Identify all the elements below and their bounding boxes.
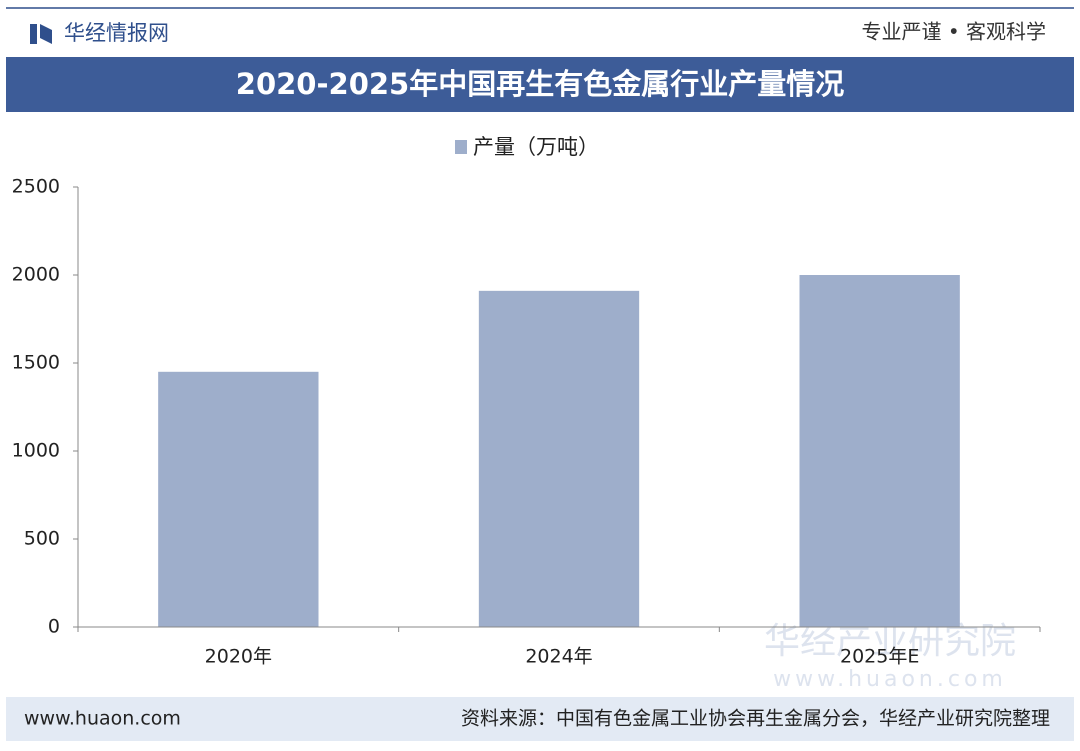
- title-bar: [6, 57, 1074, 112]
- footer-bar: [6, 697, 1074, 741]
- slogan: 专业严谨 • 客观科学: [861, 20, 1046, 44]
- x-tick-label: 2025年E: [840, 646, 919, 668]
- y-tick-label: 1000: [12, 440, 60, 462]
- y-tick-label: 2000: [12, 264, 60, 286]
- chart-title: 2020-2025年中国再生有色金属行业产量情况: [236, 67, 844, 101]
- y-tick-label: 0: [48, 616, 60, 638]
- legend-swatch: [455, 140, 467, 154]
- brand: 华经情报网: [64, 21, 169, 45]
- watermark: 华经产业研究院: [764, 621, 1016, 662]
- footer-source: 资料来源：中国有色金属工业协会再生金属分会，华经产业研究院整理: [461, 708, 1050, 730]
- y-tick-label: 2500: [12, 176, 60, 198]
- logo: [30, 24, 52, 44]
- bar: [158, 371, 319, 627]
- x-tick-label: 2024年: [525, 646, 592, 668]
- bar: [799, 275, 960, 627]
- bar: [478, 290, 640, 627]
- watermark-url: www.huaon.com: [773, 667, 1007, 692]
- y-tick-label: 500: [24, 528, 60, 550]
- legend-label: 产量（万吨）: [473, 135, 599, 159]
- x-tick-label: 2020年: [205, 646, 272, 668]
- y-tick-label: 1500: [12, 352, 60, 374]
- footer-website: www.huaon.com: [24, 708, 181, 730]
